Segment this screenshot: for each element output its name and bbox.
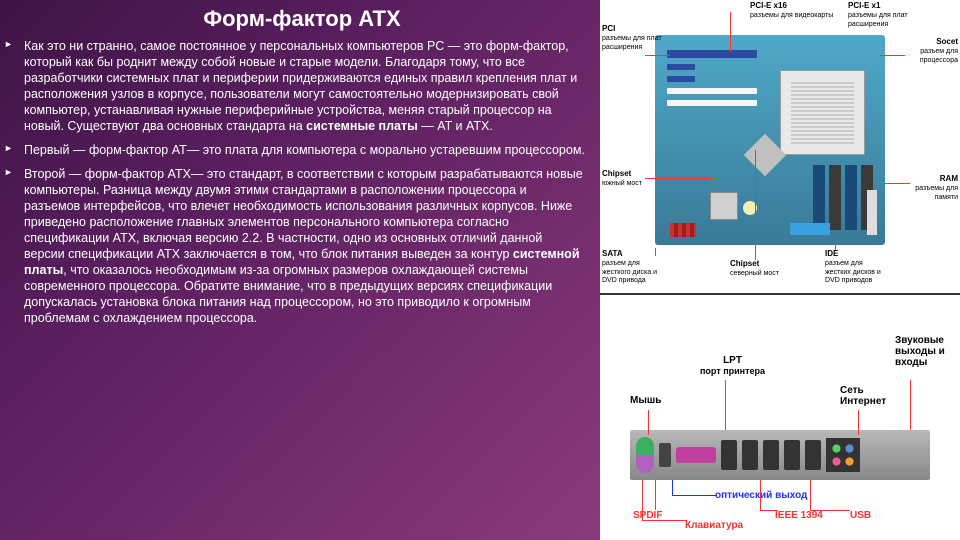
p3-text-a: Второй — форм-фактор ATX— это стандарт, … (24, 167, 583, 261)
motherboard-board (655, 35, 885, 245)
label-pci: PCI разъемы для плат расширения (602, 25, 662, 51)
label-pcie1: PCI-E x1 разъемы для плат расширения (848, 2, 908, 28)
label-pcie16: PCI-E x16 разъемы для видеокарты (750, 2, 833, 20)
motherboard-diagram: PCI-E x16 разъемы для видеокарты PCI раз… (600, 0, 960, 295)
label-sata: SATA разъем для жесткого диска и DVD при… (602, 250, 662, 285)
p1-bold: системные платы (306, 119, 418, 133)
ram-slots (813, 165, 873, 230)
port-network (805, 440, 821, 470)
label-keyboard: Клавиатура (685, 520, 743, 531)
label-net: Сеть Интернет (840, 385, 886, 407)
label-optical: оптический выход (715, 490, 807, 501)
io-panel-diagram: LPT порт принтера Мышь Сеть Интернет Зву… (600, 295, 960, 540)
label-ieee: IEEE 1394 (775, 510, 823, 521)
label-chipset-n: Chipset северный мост (730, 260, 790, 278)
port-usb-2 (763, 440, 779, 470)
power-connector (867, 190, 877, 235)
port-spdif (659, 443, 671, 467)
label-audio: Звуковые выходы и входы (895, 335, 955, 368)
p3-text-c: , что оказалось необходимым из-за огромн… (24, 263, 552, 325)
cpu-socket (780, 70, 865, 155)
slot-pci-2 (667, 100, 757, 106)
port-ps2 (636, 437, 654, 473)
pci-slots (667, 50, 757, 112)
p1-text-a: Как это ни странно, самое постоянное у п… (24, 39, 577, 133)
southbridge-chip (710, 192, 738, 220)
paragraph-1: Как это ни странно, самое постоянное у п… (18, 38, 586, 134)
slide-title: Форм-фактор ATX (18, 6, 586, 32)
label-lpt: LPT порт принтера (700, 355, 765, 377)
slot-pcie1-2 (667, 76, 695, 82)
port-usb-1 (742, 440, 758, 470)
port-audio (826, 438, 860, 472)
sata-connector (670, 223, 696, 237)
paragraph-3: Второй — форм-фактор ATX— это стандарт, … (18, 166, 586, 326)
port-ieee1394 (721, 440, 737, 470)
label-ide: IDE разъем для жестких дисков и DVD прив… (825, 250, 885, 285)
p2-text: Первый — форм-фактор AT— это плата для к… (24, 143, 585, 157)
port-usb-3 (784, 440, 800, 470)
label-socket: Socet разъем для процессора (898, 38, 958, 64)
port-lpt (676, 447, 716, 463)
label-mouse: Мышь (630, 395, 661, 406)
ide-connector (790, 223, 830, 235)
paragraph-2: Первый — форм-фактор AT— это плата для к… (18, 142, 586, 158)
p1-text-c: — AT и ATX. (418, 119, 493, 133)
slot-pcie16 (667, 50, 757, 58)
slot-pcie1-1 (667, 64, 695, 70)
label-ram: RAM разъемы для памяти (898, 175, 958, 201)
slot-pci-1 (667, 88, 757, 94)
io-panel (630, 430, 930, 480)
label-usb: USB (850, 510, 871, 521)
